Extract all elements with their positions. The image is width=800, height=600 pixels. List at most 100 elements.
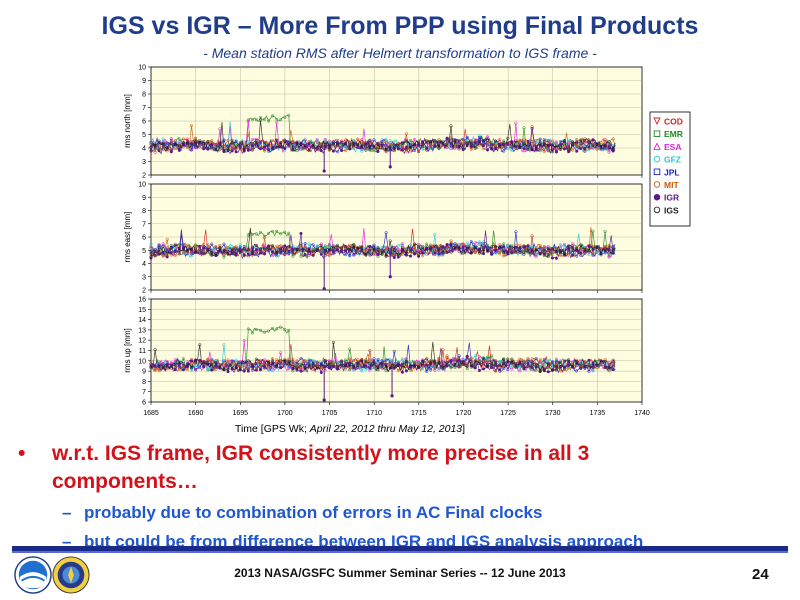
x-tick-label: 1695 — [232, 410, 248, 417]
data-point — [331, 340, 335, 345]
data-point — [169, 137, 173, 141]
data-point — [323, 359, 327, 363]
data-point — [214, 252, 218, 256]
data-point — [457, 147, 461, 151]
data-point — [526, 365, 530, 369]
data-point — [311, 243, 315, 247]
data-point — [262, 140, 267, 145]
x-tick-label: 1715 — [411, 410, 427, 417]
y-tick-label: 2 — [142, 173, 146, 180]
data-point — [356, 363, 360, 367]
data-point — [526, 248, 530, 252]
data-point — [372, 252, 376, 256]
data-point — [348, 145, 352, 150]
data-point — [518, 145, 522, 149]
data-point — [465, 364, 469, 368]
data-point — [417, 142, 421, 146]
data-point — [396, 146, 400, 151]
rms-chart-svg: 2 3 4 5 6 7 8 9 10 rms north [mm] 2 3 4 5 6 7 8 9 10 rms ea… — [123, 65, 691, 435]
data-point — [161, 250, 165, 254]
data-point — [449, 250, 453, 254]
data-point — [591, 229, 595, 233]
data-point — [384, 231, 388, 235]
x-tick-label: 1740 — [634, 410, 650, 417]
data-point — [323, 142, 327, 146]
data-point — [603, 229, 607, 234]
data-point — [591, 252, 595, 256]
data-point — [287, 328, 291, 332]
data-point — [295, 359, 299, 363]
data-point — [408, 364, 413, 368]
data-point — [400, 145, 404, 149]
data-point — [494, 147, 498, 151]
data-point — [611, 146, 615, 150]
data-point — [510, 251, 514, 255]
data-point — [611, 149, 615, 153]
data-point — [449, 242, 453, 246]
outlier-point — [322, 287, 326, 291]
y-tick-label: 16 — [138, 297, 146, 304]
data-point — [254, 243, 258, 248]
data-point — [267, 246, 271, 250]
data-point — [153, 364, 157, 368]
data-point — [392, 256, 396, 260]
data-point — [254, 232, 258, 236]
data-point — [457, 354, 461, 358]
data-point — [518, 366, 522, 370]
data-point — [421, 251, 425, 255]
data-point — [340, 249, 344, 253]
data-point — [571, 148, 575, 152]
data-point — [206, 357, 210, 361]
data-point — [157, 149, 161, 153]
data-point — [510, 367, 514, 371]
page-number: 24 — [752, 566, 769, 583]
data-point — [254, 357, 258, 361]
data-point — [189, 359, 194, 363]
y-tick-label: 8 — [142, 92, 146, 99]
data-point — [189, 124, 194, 128]
data-point — [404, 251, 408, 255]
data-point — [271, 326, 275, 330]
data-point — [607, 140, 611, 144]
legend-marker-mit — [653, 181, 661, 188]
data-point — [437, 249, 441, 253]
data-point — [279, 351, 283, 355]
data-point — [607, 150, 611, 154]
data-point — [461, 242, 465, 246]
data-point — [319, 244, 323, 248]
data-point — [526, 139, 530, 144]
data-point — [494, 369, 498, 373]
data-point — [510, 365, 514, 369]
data-point — [157, 247, 161, 251]
data-point — [287, 143, 291, 147]
data-point — [465, 241, 469, 245]
data-point — [165, 141, 169, 145]
x-tick-label: 1710 — [366, 410, 382, 417]
data-point — [303, 358, 307, 363]
data-point — [344, 253, 348, 257]
data-point — [433, 144, 437, 148]
data-point — [352, 252, 356, 256]
data-point — [327, 248, 331, 252]
data-point — [457, 358, 461, 362]
data-point — [315, 365, 319, 369]
data-point — [376, 357, 380, 361]
data-point — [356, 366, 360, 370]
data-point — [299, 369, 303, 373]
y-axis-label: rms east [mm] — [123, 212, 132, 263]
data-point — [262, 330, 267, 334]
data-point — [250, 251, 254, 255]
data-point — [481, 356, 486, 360]
data-point — [194, 250, 198, 254]
data-point — [396, 255, 400, 259]
data-point — [262, 149, 267, 153]
data-point — [271, 244, 275, 248]
data-point — [530, 363, 534, 367]
data-point — [469, 138, 473, 143]
data-point — [579, 362, 583, 366]
data-point — [250, 118, 254, 122]
data-point — [194, 359, 198, 363]
data-point — [311, 253, 315, 257]
data-point — [189, 148, 194, 152]
data-point — [267, 244, 271, 248]
